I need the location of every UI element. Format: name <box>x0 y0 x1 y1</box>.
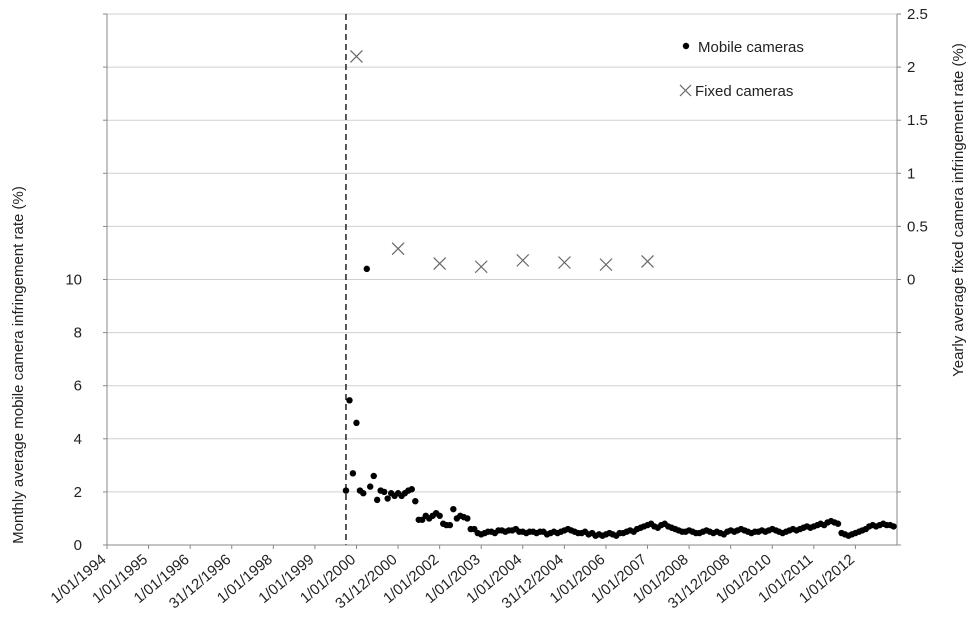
fixed-camera-point <box>474 260 488 274</box>
y-left-tick-label: 4 <box>74 431 82 448</box>
mobile-camera-point <box>363 265 371 273</box>
fixed-camera-point <box>558 256 571 269</box>
y-axis-title-left: Monthly average mobile camera infringeme… <box>10 186 27 544</box>
y-left-tick-label: 10 <box>65 272 82 289</box>
y-right-tick-label: 0.5 <box>907 218 928 235</box>
mobile-camera-point <box>367 483 374 490</box>
mobile-camera-point <box>381 488 388 496</box>
mobile-camera-point <box>346 397 353 404</box>
y-left-tick-label: 0 <box>74 537 82 554</box>
mobile-camera-point <box>834 520 842 527</box>
mobile-camera-point <box>349 470 357 477</box>
chart-marks <box>342 50 897 539</box>
legend-label-mobile: Mobile cameras <box>698 39 804 56</box>
mobile-camera-point <box>342 487 350 494</box>
mobile-camera-point <box>446 521 454 529</box>
y-left-tick-label: 8 <box>74 325 82 342</box>
y-right-tick-label: 2.5 <box>907 6 928 23</box>
legend-marker-fixed <box>679 84 692 97</box>
legend-marker-mobile <box>682 42 690 50</box>
gridlines <box>107 13 897 546</box>
mobile-camera-point <box>412 497 419 505</box>
mobile-camera-point <box>464 515 471 522</box>
fixed-camera-point <box>516 253 530 267</box>
fixed-camera-point <box>599 258 613 272</box>
y-left-tick-label: 2 <box>74 484 82 501</box>
mobile-camera-point <box>408 486 415 493</box>
mobile-camera-point <box>360 490 367 497</box>
mobile-camera-point <box>373 496 381 504</box>
fixed-camera-point <box>433 257 447 270</box>
mobile-camera-point <box>436 512 443 519</box>
mobile-camera-point <box>370 472 377 480</box>
fixed-camera-point <box>350 50 363 63</box>
legend: Mobile cameras Fixed cameras <box>679 39 804 100</box>
fixed-camera-point <box>391 242 405 256</box>
mobile-camera-point <box>384 495 391 502</box>
fixed-camera-point <box>641 255 654 268</box>
y-right-tick-label: 2 <box>907 59 915 76</box>
y-left-tick-label: 6 <box>74 378 82 395</box>
y-axis-title-right: Yearly average fixed camera infringement… <box>950 43 967 377</box>
y-right-tick-label: 0 <box>907 272 915 289</box>
mobile-camera-point <box>890 523 897 530</box>
y-right-tick-label: 1.5 <box>907 112 928 129</box>
legend-label-fixed: Fixed cameras <box>695 83 793 100</box>
y-right-tick-label: 1 <box>907 165 915 182</box>
mobile-camera-point <box>353 419 360 427</box>
mobile-camera-point <box>450 505 457 513</box>
